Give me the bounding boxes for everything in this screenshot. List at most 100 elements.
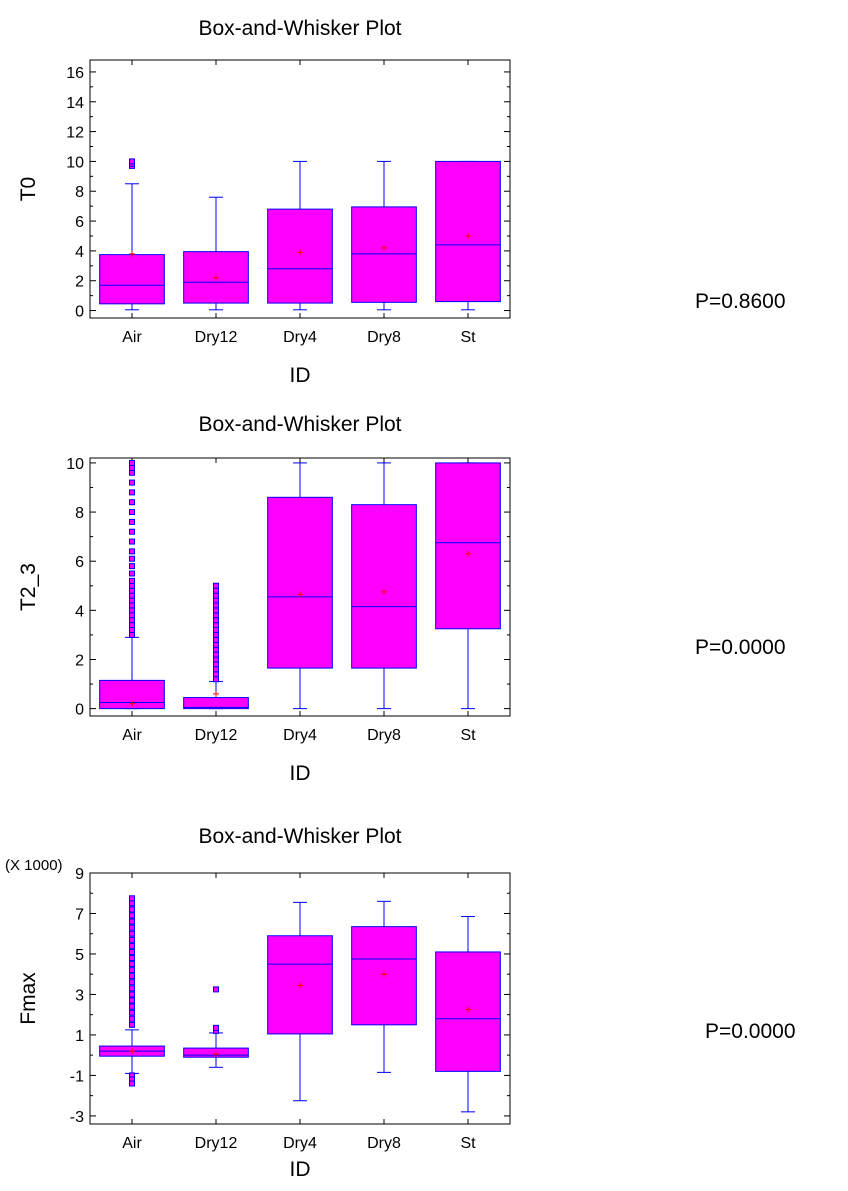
outlier-point bbox=[129, 942, 135, 949]
outlier-point bbox=[129, 158, 135, 165]
outlier-point bbox=[129, 936, 135, 943]
outlier-point bbox=[129, 489, 135, 496]
x-tick-label: St bbox=[460, 727, 476, 744]
y-tick-label: 6 bbox=[75, 554, 84, 571]
outlier-point bbox=[213, 582, 219, 589]
y-axis-label: T2_3 bbox=[17, 563, 40, 611]
box-Air bbox=[99, 459, 165, 710]
y-tick-label: 7 bbox=[75, 906, 84, 923]
outlier-point bbox=[129, 997, 135, 1004]
outlier-point bbox=[129, 548, 135, 555]
x-tick-label: Dry8 bbox=[367, 1135, 401, 1152]
outlier-point bbox=[129, 918, 135, 925]
x-tick-label: Dry12 bbox=[195, 1135, 238, 1152]
box-Air bbox=[99, 895, 165, 1087]
y-tick-label: 6 bbox=[75, 214, 84, 231]
outlier-point bbox=[129, 459, 135, 466]
outlier-point bbox=[213, 622, 219, 629]
y-tick-label: -1 bbox=[70, 1068, 84, 1085]
y-tick-label: 10 bbox=[66, 456, 84, 473]
outlier-point bbox=[129, 464, 135, 471]
outlier-point bbox=[213, 661, 219, 668]
box-Dry4 bbox=[267, 901, 333, 1102]
outlier-point bbox=[213, 597, 219, 604]
chart-panel-1: Box-and-Whisker Plot 0 2 4 6 8 10 12 14 16 Air Dry1… bbox=[17, 17, 511, 387]
y-tick-label: 10 bbox=[66, 154, 84, 171]
outlier-point bbox=[129, 924, 135, 931]
outlier-point bbox=[129, 582, 135, 589]
box-St bbox=[435, 160, 501, 311]
outlier-point bbox=[129, 622, 135, 629]
y-tick-label: 5 bbox=[75, 947, 84, 964]
chart-panel-3: Box-and-Whisker Plot -3 -1 1 3 5 7 9 Air Dry12 Dry… bbox=[5, 825, 511, 1181]
outlier-point bbox=[129, 961, 135, 968]
outlier-point bbox=[129, 612, 135, 619]
x-tick-label: Dry8 bbox=[367, 727, 401, 744]
outlier-point bbox=[213, 612, 219, 619]
outlier-point bbox=[213, 587, 219, 594]
outlier-point bbox=[213, 666, 219, 673]
x-tick-label: Air bbox=[122, 1135, 142, 1152]
outlier-point bbox=[129, 906, 135, 913]
chart-title: Box-and-Whisker Plot bbox=[198, 17, 401, 40]
box-iqr bbox=[267, 208, 333, 304]
box-Dry8 bbox=[351, 462, 417, 710]
outlier-point bbox=[129, 930, 135, 937]
outlier-point bbox=[129, 900, 135, 907]
x-tick-label: Dry4 bbox=[283, 329, 317, 346]
box-Dry8 bbox=[351, 160, 417, 311]
outlier-point bbox=[129, 577, 135, 584]
x-axis-label: ID bbox=[290, 364, 311, 387]
x-axis-label: ID bbox=[290, 762, 311, 785]
outlier-point bbox=[213, 1024, 219, 1031]
outlier-point bbox=[213, 627, 219, 633]
outlier-point bbox=[129, 979, 135, 986]
outlier-point bbox=[129, 509, 135, 516]
y-tick-label: 1 bbox=[75, 1028, 84, 1045]
outlier-point bbox=[129, 570, 135, 577]
outlier-point bbox=[213, 592, 219, 599]
outlier-point bbox=[213, 631, 219, 638]
outlier-point bbox=[213, 986, 219, 993]
outlier-point bbox=[129, 1009, 135, 1016]
x-tick-label: Air bbox=[122, 329, 142, 346]
chart-title: Box-and-Whisker Plot bbox=[198, 825, 401, 848]
outlier-point bbox=[129, 912, 135, 919]
y-tick-label: 4 bbox=[75, 603, 84, 620]
box-iqr bbox=[435, 160, 501, 303]
outlier-point bbox=[129, 617, 135, 624]
outlier-point bbox=[129, 538, 135, 545]
outlier-point bbox=[129, 631, 135, 638]
outlier-point bbox=[129, 627, 135, 633]
box-iqr bbox=[183, 697, 249, 710]
x-axis-label: ID bbox=[290, 1158, 311, 1181]
outlier-point bbox=[129, 973, 135, 980]
outlier-point bbox=[129, 528, 135, 535]
outlier-point bbox=[129, 948, 135, 955]
box-Dry12 bbox=[183, 196, 249, 311]
outlier-point bbox=[129, 1021, 135, 1028]
box-St bbox=[435, 916, 501, 1113]
p-value-label: P=0.0000 bbox=[695, 636, 786, 659]
p-value-label: P=0.0000 bbox=[705, 1020, 796, 1043]
box-Dry4 bbox=[267, 160, 333, 311]
outlier-point bbox=[129, 1003, 135, 1010]
outlier-point bbox=[129, 469, 135, 476]
outlier-point bbox=[213, 641, 219, 648]
box-Air bbox=[99, 158, 165, 311]
y-tick-label: 0 bbox=[75, 304, 84, 321]
x-tick-label: Air bbox=[122, 727, 142, 744]
y-axis-label: T0 bbox=[17, 177, 40, 202]
outlier-point bbox=[213, 676, 219, 683]
x-tick-label: St bbox=[460, 329, 476, 346]
box-iqr bbox=[351, 504, 417, 669]
outlier-point bbox=[129, 499, 135, 506]
outlier-point bbox=[129, 587, 135, 594]
y-tick-label: 16 bbox=[66, 65, 84, 82]
outlier-point bbox=[213, 607, 219, 614]
y-tick-label: 2 bbox=[75, 652, 84, 669]
x-tick-label: Dry4 bbox=[283, 1135, 317, 1152]
x-tick-label: Dry12 bbox=[195, 727, 238, 744]
box-Dry12 bbox=[183, 582, 249, 710]
outlier-point bbox=[129, 895, 135, 902]
